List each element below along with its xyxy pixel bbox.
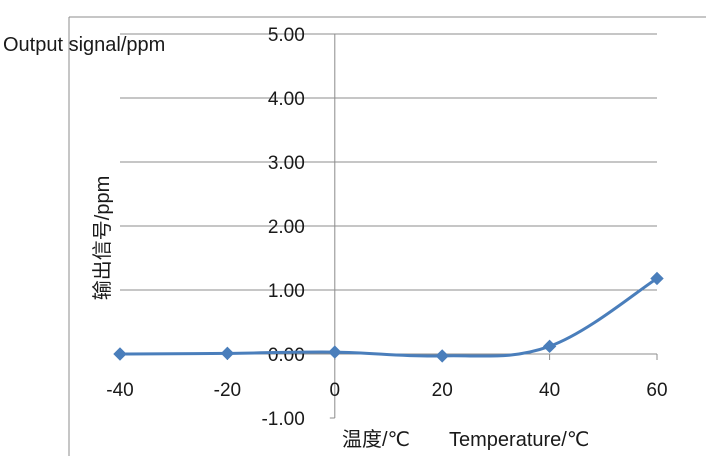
x-tick-label: -40 [106,380,133,401]
data-point-marker [220,346,235,361]
series-line [119,277,658,358]
x-tick-label: -20 [214,380,241,401]
y-tick-label: 4.00 [268,89,305,110]
series-group [113,271,664,363]
x-tick-label: 20 [432,380,453,401]
gridlines [120,33,657,355]
y-tick-label: -1.00 [261,409,304,430]
y-axis-title: 输出信号/ppm [91,176,114,300]
y-axis-title-en: Output signal/ppm [3,34,165,56]
x-axis-title-en: Temperature/℃ [449,429,589,451]
data-point-marker [113,347,127,361]
x-tick-label: 0 [330,380,341,401]
tick-labels: 5.00 4.00 3.00 2.00 1.00 0.00 -1.00 -40 -20 0 20 40… [106,25,667,430]
data-point-marker [435,349,449,363]
x-axis-title: 温度/℃ [342,428,410,451]
y-tick-label: 5.00 [268,25,305,46]
data-point-marker [542,339,557,354]
data-point-marker [328,345,342,359]
data-point-marker [650,271,664,286]
y-tick-label: 0.00 [268,345,305,366]
x-tick-label: 40 [539,380,560,401]
y-tick-label: 3.00 [268,153,305,174]
y-tick-label: 2.00 [268,217,305,238]
x-tick-label: 60 [646,380,667,401]
y-tick-label: 1.00 [268,281,305,302]
